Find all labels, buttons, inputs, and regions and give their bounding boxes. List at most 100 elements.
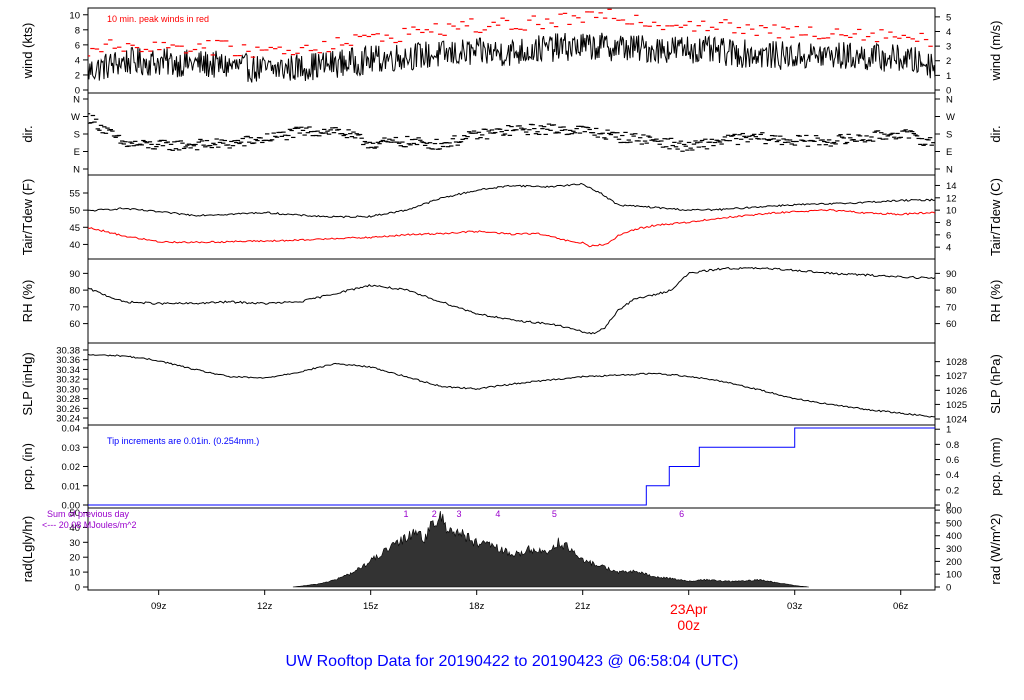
y-tick-label: N [73,95,80,106]
y-tick-label: W [71,112,80,123]
series-group [88,353,935,418]
y-tick-label: 50 [69,508,80,519]
y2-tick-label: 1027 [946,371,967,382]
y-tick-label: 30.38 [56,345,80,356]
marker-label: 2 [432,509,437,519]
y-tick-label: 0.02 [62,462,81,473]
y2-axis-label: wind (m/s) [988,21,1003,82]
y-tick-label: S [74,130,80,141]
annotation: Sum of previous day [47,509,130,519]
y2-axis-label: pcp. (mm) [988,437,1003,496]
y-tick-label: 30.28 [56,394,80,405]
y2-tick-label: 90 [946,269,957,280]
y2-tick-label: 4 [946,27,951,38]
y2-tick-label: 100 [946,570,962,581]
y-tick-label: 0.04 [62,424,81,435]
y2-tick-label: 1024 [946,415,967,426]
series-line [88,353,935,418]
y2-tick-label: 4 [946,243,951,254]
y2-tick-label: 200 [946,557,962,568]
y2-axis-label: rad (W/m^2) [988,513,1003,584]
y2-tick-label: 400 [946,531,962,542]
y2-tick-label: 70 [946,302,957,313]
panel-frame [87,174,936,260]
marker-label: 3 [457,509,462,519]
annotation-2: <--- 20.08 MJoules/m^2 [42,520,137,530]
y2-tick-label: 1 [946,425,951,436]
y-tick-label: 20 [69,553,80,564]
y2-tick-label: 0.4 [946,470,959,481]
series-line [88,182,935,219]
x-tick-label: 03z [787,601,803,612]
x-tick-label: 18z [469,601,485,612]
y2-tick-label: 14 [946,181,957,192]
y-tick-label: 40 [69,240,80,251]
y2-tick-label: E [946,147,952,158]
panel-wind: 0 2 4 6 8 10 0 1 2 3 4 5 wind (kts) wind (m/s) 10 min.… [20,7,1003,97]
y2-tick-label: 5 [946,12,951,23]
y-tick-label: 30.24 [56,414,80,425]
radiation-area [292,510,809,588]
y2-axis-label: SLP (hPa) [988,354,1003,414]
y2-axis-label: Tair/Tdew (C) [988,178,1003,256]
y2-tick-label: 1025 [946,400,967,411]
y2-tick-label: 0.8 [946,440,959,451]
marker-label: 1 [404,509,409,519]
y-tick-label: 90 [69,269,80,280]
series-line [88,266,935,335]
panel-frame [87,92,936,176]
panel-pcp: 0.00 0.01 0.02 0.03 0.04 0 0.2 0.4 0.6 0.8 1 pcp. (… [20,424,1003,512]
annotation: Tip increments are 0.01in. (0.254mm.) [107,436,259,446]
y-tick-label: 80 [69,286,80,297]
y2-tick-label: 1026 [946,386,967,397]
y-tick-label: N [73,165,80,176]
y-tick-label: 60 [69,319,80,330]
panel-rad: 010203040500100200300400500600rad(Lgly/h… [20,506,1003,594]
y-axis-label: SLP (inHg) [20,352,35,415]
date-label: 23Apr [670,601,708,617]
marker-label: 6 [679,509,684,519]
series-line [88,32,935,83]
y-tick-label: 45 [69,223,80,234]
y-tick-label: 30.36 [56,355,80,366]
series-group [88,427,935,506]
y-tick-label: 4 [75,55,80,66]
y-tick-label: 10 [69,10,80,21]
y-tick-label: E [74,147,80,158]
y-tick-label: 30.26 [56,404,80,415]
panel-slp: 30.2430.2630.2830.3030.3230.3430.3630.38… [20,342,1003,426]
series-group [88,182,935,248]
y2-tick-label: N [946,95,953,106]
y2-tick-label: 0 [946,501,951,512]
y-axis-label: dir. [20,125,35,142]
y-axis-label: RH (%) [20,280,35,323]
y2-tick-label: 8 [946,218,951,229]
y2-tick-label: 6 [946,230,951,241]
annotation: 10 min. peak winds in red [107,14,209,24]
y-axis-label: rad(Lgly/hr) [20,516,35,582]
y2-tick-label: 10 [946,206,957,217]
y2-tick-label: N [946,165,953,176]
y-tick-label: 6 [75,40,80,51]
y-tick-label: 0 [75,583,80,594]
x-axis: 09z 12z 15z 18z 21z 00z 03z 06z 23Apr [151,590,909,633]
y-axis-label: wind (kts) [20,23,35,80]
y2-tick-label: 12 [946,193,957,204]
marker-label: 5 [552,509,557,519]
series-group [88,113,935,152]
y2-tick-label: 0.2 [946,485,959,496]
y-tick-label: 30.34 [56,365,80,376]
x-tick-label: 09z [151,601,167,612]
y-tick-label: 2 [75,70,80,81]
y2-tick-label: 0 [946,86,951,97]
y-tick-label: 70 [69,302,80,313]
y2-tick-label: 0.6 [946,455,959,466]
y-tick-label: 0 [75,86,80,97]
y2-tick-label: 1028 [946,357,967,368]
y-tick-label: 30.32 [56,375,80,386]
x-tick-label: 15z [363,601,379,612]
y-tick-label: 0.01 [62,481,81,492]
